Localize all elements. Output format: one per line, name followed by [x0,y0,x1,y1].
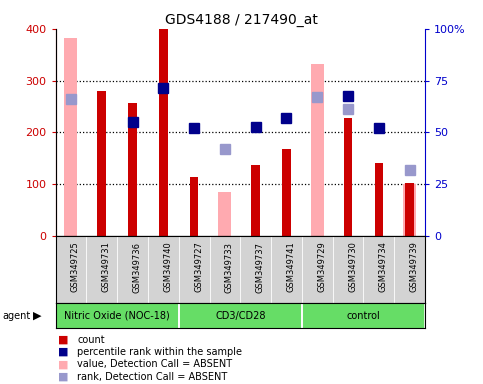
Bar [159,29,168,236]
Text: GSM349730: GSM349730 [348,242,357,292]
Text: ■: ■ [58,347,69,357]
Text: GSM349731: GSM349731 [102,242,111,292]
Bar [405,183,414,236]
Text: ■: ■ [58,335,69,345]
Bar [98,91,106,236]
Text: control: control [347,311,380,321]
Text: GSM349727: GSM349727 [194,242,203,292]
Bar [311,63,324,236]
Bar [190,177,199,236]
Text: ■: ■ [58,372,69,382]
Text: GDS4188 / 217490_at: GDS4188 / 217490_at [165,13,318,27]
Text: ▶: ▶ [33,311,42,321]
Text: GSM349740: GSM349740 [163,242,172,292]
Bar [344,118,353,236]
Bar [64,38,77,236]
Text: agent: agent [2,311,30,321]
Bar [128,103,137,236]
Text: GSM349725: GSM349725 [71,242,80,292]
Text: value, Detection Call = ABSENT: value, Detection Call = ABSENT [77,359,232,369]
Text: GSM349729: GSM349729 [317,242,327,292]
Text: GSM349737: GSM349737 [256,242,265,293]
Bar [251,165,260,236]
Text: rank, Detection Call = ABSENT: rank, Detection Call = ABSENT [77,372,227,382]
Bar [282,149,291,236]
Bar [403,184,416,236]
Text: Nitric Oxide (NOC-18): Nitric Oxide (NOC-18) [64,311,170,321]
Text: GSM349739: GSM349739 [410,242,419,292]
Text: GSM349741: GSM349741 [286,242,296,292]
Text: count: count [77,335,105,345]
Text: GSM349736: GSM349736 [132,242,142,293]
Text: GSM349733: GSM349733 [225,242,234,293]
Text: ■: ■ [58,359,69,369]
Bar [218,192,231,236]
Text: CD3/CD28: CD3/CD28 [215,311,266,321]
Text: GSM349734: GSM349734 [379,242,388,292]
Bar [374,163,383,236]
Text: percentile rank within the sample: percentile rank within the sample [77,347,242,357]
